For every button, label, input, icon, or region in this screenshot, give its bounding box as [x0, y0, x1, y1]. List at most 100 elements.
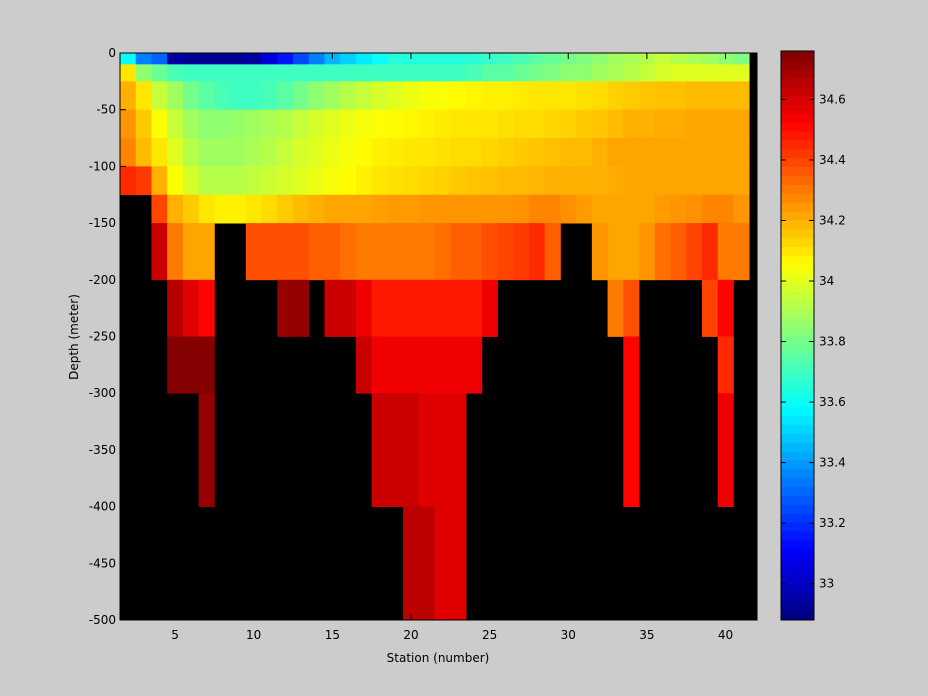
heatmap-cell	[308, 64, 325, 82]
heatmap-cell	[418, 393, 435, 507]
colorbar-step	[781, 557, 814, 568]
heatmap-cell	[371, 64, 388, 82]
colorbar-step	[781, 219, 814, 230]
heatmap-cell	[497, 81, 514, 111]
colorbar-tick-label: 33.6	[819, 395, 846, 409]
heatmap-cell	[513, 53, 530, 65]
heatmap-cell	[513, 194, 530, 224]
heatmap-cell	[371, 279, 388, 337]
heatmap-cell	[182, 279, 200, 337]
heatmap-cell	[528, 166, 546, 196]
heatmap-cell	[182, 81, 200, 111]
heatmap-cell	[324, 64, 341, 82]
heatmap-cell	[466, 64, 483, 82]
heatmap-cell	[230, 64, 247, 82]
heatmap-cell	[481, 81, 498, 111]
colorbar-step	[781, 139, 814, 150]
heatmap-cell	[607, 138, 624, 167]
heatmap-cell	[670, 64, 687, 82]
heatmap-cell	[623, 109, 640, 139]
heatmap-cell	[277, 223, 294, 281]
heatmap-cell	[308, 53, 325, 65]
heatmap-cell	[387, 81, 404, 111]
heatmap-cell	[623, 336, 640, 394]
heatmap-cell	[434, 336, 451, 394]
heatmap-cell	[528, 81, 546, 111]
colorbar-step	[781, 326, 814, 336]
colorbar-step	[781, 175, 814, 185]
heatmap-cell	[167, 81, 184, 111]
colorbar-frame	[780, 50, 815, 621]
heatmap-cell	[277, 194, 294, 224]
heatmap-cell	[434, 506, 451, 621]
heatmap-cell	[639, 166, 656, 196]
heatmap-cell	[403, 138, 420, 167]
heatmap-cell	[277, 53, 294, 65]
heatmap-cell	[198, 81, 215, 111]
heatmap-cell	[261, 64, 278, 82]
heatmap-cell	[528, 194, 546, 224]
heatmap-cell	[214, 53, 231, 65]
heatmap-cell	[434, 166, 451, 196]
heatmap-cell	[544, 194, 561, 224]
colorbar-step	[781, 211, 814, 221]
heatmap-cell	[607, 166, 624, 196]
heatmap-cell	[198, 194, 215, 224]
heatmap-cell	[450, 279, 467, 337]
heatmap-cell	[466, 138, 483, 167]
colorbar-step	[781, 522, 814, 532]
heatmap-cell	[214, 166, 231, 196]
heatmap-cell	[245, 138, 262, 167]
heatmap-cell	[450, 223, 467, 281]
heatmap-cell	[434, 64, 451, 82]
y-tick-label: -350	[89, 443, 116, 457]
heatmap-cell	[607, 53, 624, 65]
heatmap-cell	[261, 138, 278, 167]
heatmap-cell	[403, 223, 420, 281]
heatmap-cell	[607, 223, 624, 281]
colorbar-step	[781, 513, 814, 523]
heatmap-cell	[544, 138, 561, 167]
heatmap-cell	[245, 223, 262, 281]
heatmap-cell	[182, 64, 200, 82]
heatmap-cell	[151, 64, 168, 82]
heatmap-cell	[466, 336, 483, 394]
colorbar-tick-label: 34	[819, 274, 834, 288]
y-tick-label: -100	[89, 159, 116, 173]
heatmap-cell	[544, 64, 561, 82]
heatmap-cell	[450, 109, 467, 139]
heatmap-cell	[717, 81, 734, 111]
colorbar-step	[781, 246, 814, 256]
heatmap-cell	[324, 81, 341, 111]
x-tick-label: 25	[482, 628, 497, 642]
heatmap-cell	[403, 393, 420, 507]
colorbar-step	[781, 584, 814, 594]
heatmap-cell	[277, 81, 294, 111]
colorbar-step	[781, 504, 814, 514]
heatmap-cell	[355, 81, 373, 111]
colorbar-step	[781, 593, 814, 603]
y-tick-label: -250	[89, 330, 116, 344]
heatmap-cell	[654, 53, 671, 65]
heatmap-cell	[639, 223, 656, 281]
heatmap-cell	[466, 279, 483, 337]
colorbar-step	[781, 539, 814, 550]
heatmap-cell	[701, 81, 719, 111]
colorbar-step	[781, 611, 814, 621]
heatmap-cell	[418, 279, 435, 337]
heatmap-cell	[733, 166, 750, 196]
x-tick-label: 20	[403, 628, 418, 642]
colorbar-step	[781, 397, 814, 408]
heatmap-cell	[182, 194, 200, 224]
heatmap-cell	[340, 223, 357, 281]
heatmap-cell	[151, 53, 168, 65]
heatmap-cell	[293, 81, 310, 111]
heatmap-cells	[120, 53, 750, 621]
heatmap-cell	[418, 64, 435, 82]
heatmap-cell	[670, 223, 687, 281]
colorbar-step	[781, 335, 814, 345]
colorbar-tick-label: 33	[819, 577, 834, 591]
x-tick-label: 10	[246, 628, 261, 642]
heatmap-cell	[639, 64, 656, 82]
heatmap-cell	[324, 223, 341, 281]
